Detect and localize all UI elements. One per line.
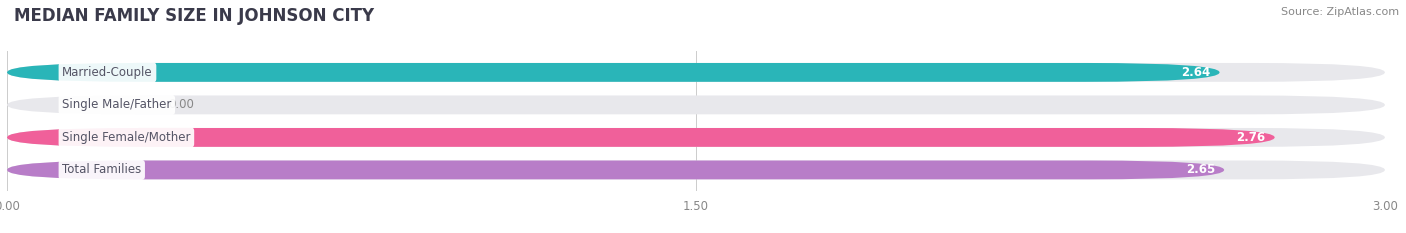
FancyBboxPatch shape — [7, 161, 1385, 179]
Text: Married-Couple: Married-Couple — [62, 66, 153, 79]
Text: Total Families: Total Families — [62, 163, 142, 176]
FancyBboxPatch shape — [7, 128, 1275, 147]
Text: 2.64: 2.64 — [1181, 66, 1211, 79]
FancyBboxPatch shape — [7, 96, 1385, 114]
FancyBboxPatch shape — [7, 63, 1219, 82]
Text: 0.00: 0.00 — [167, 98, 194, 111]
Text: 2.76: 2.76 — [1236, 131, 1265, 144]
FancyBboxPatch shape — [7, 63, 1385, 82]
Text: Source: ZipAtlas.com: Source: ZipAtlas.com — [1281, 7, 1399, 17]
FancyBboxPatch shape — [7, 128, 1385, 147]
Text: 2.65: 2.65 — [1185, 163, 1215, 176]
Text: MEDIAN FAMILY SIZE IN JOHNSON CITY: MEDIAN FAMILY SIZE IN JOHNSON CITY — [14, 7, 374, 25]
Text: Single Female/Mother: Single Female/Mother — [62, 131, 191, 144]
FancyBboxPatch shape — [7, 161, 1225, 179]
Text: Single Male/Father: Single Male/Father — [62, 98, 172, 111]
